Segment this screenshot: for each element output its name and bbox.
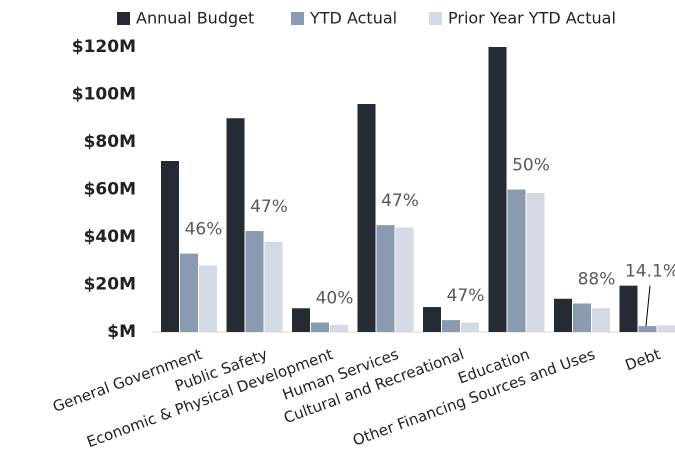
bar: [442, 320, 460, 332]
bar: [357, 104, 376, 332]
bar: [161, 161, 179, 332]
x-tick-label: Debt: [623, 345, 663, 374]
bar: [226, 118, 245, 332]
bar: [461, 322, 479, 332]
bar: [423, 307, 441, 332]
bar: [488, 47, 507, 332]
annotation: 40%: [316, 289, 354, 309]
annotation: 14.1%: [625, 262, 675, 282]
bar: [554, 298, 572, 332]
annotation: 47%: [447, 286, 485, 306]
legend-label: Prior Year YTD Actual: [448, 9, 616, 28]
y-tick-label: $20M: [84, 275, 136, 295]
annotation: 50%: [512, 156, 550, 176]
y-tick-label: $60M: [84, 180, 136, 200]
y-tick-label: $80M: [84, 132, 136, 152]
annotation: 47%: [250, 197, 288, 217]
bar: [245, 231, 264, 332]
bar: [619, 285, 638, 332]
bar: [330, 324, 348, 332]
bar: [264, 241, 283, 332]
y-tick-label: $120M: [72, 37, 136, 57]
bar: [292, 308, 310, 332]
leader-line: [645, 285, 651, 327]
bar: [507, 189, 526, 332]
legend-label: Annual Budget: [136, 9, 254, 28]
legend-swatch: [291, 12, 304, 25]
bar: [395, 227, 414, 332]
annotation: 47%: [381, 191, 419, 211]
legend-swatch: [429, 12, 442, 25]
annotation: 88%: [578, 270, 616, 290]
legend-swatch: [117, 12, 130, 25]
bar: [376, 225, 395, 332]
bar: [311, 322, 329, 332]
y-tick-label: $M: [107, 322, 136, 342]
bar: [657, 325, 675, 332]
bar: [180, 253, 198, 332]
y-tick-label: $100M: [72, 85, 136, 105]
y-tick-label: $40M: [84, 227, 136, 247]
bar: [573, 303, 591, 332]
annotation: 46%: [185, 220, 223, 240]
bar: [592, 308, 610, 332]
bar: [638, 326, 657, 332]
legend-label: YTD Actual: [309, 9, 397, 28]
bar: [526, 193, 545, 332]
bar: [199, 265, 217, 332]
